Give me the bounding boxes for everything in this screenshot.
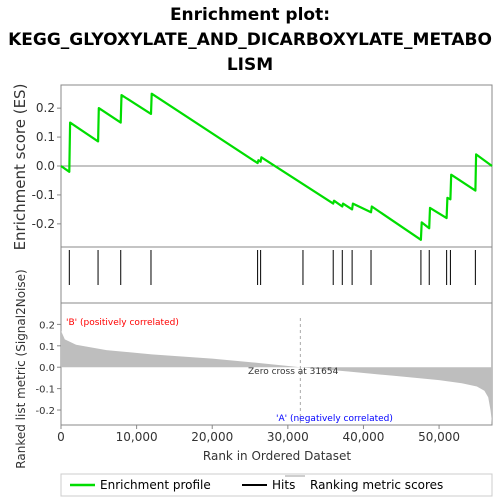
hits-panel-frame (60, 246, 493, 304)
metric-y-tick-label: -0.1 (35, 385, 55, 396)
x-tick-label: 40,000 (342, 430, 384, 444)
legend-frame (60, 473, 493, 497)
metric-y-tick-label: 0.1 (39, 342, 55, 353)
legend-label-hits: Hits (272, 478, 295, 492)
metric-y-ticks: 0.2 0.1 0.0 -0.1 -0.2 (35, 320, 61, 417)
es-y-tick-label: 0.0 (36, 159, 55, 173)
x-tick-label: 30,000 (267, 430, 309, 444)
metric-y-tick-label: 0.0 (39, 363, 55, 374)
x-tick-label: 10,000 (116, 430, 158, 444)
enrichment-profile-line (60, 92, 493, 241)
positive-correlation-label: 'B' (positively correlated) (66, 318, 179, 328)
x-tick-label: 50,000 (418, 430, 460, 444)
legend-label-ranking-metric: Ranking metric scores (310, 478, 443, 492)
es-y-tick-label: -0.2 (32, 217, 55, 231)
x-axis-ticks: 0 10,000 20,000 30,000 40,000 50,000 (57, 425, 460, 444)
es-y-tick-label: 0.1 (36, 130, 55, 144)
plot-title-line-1: Enrichment plot: (170, 5, 330, 25)
metric-y-axis-title: Ranked list metric (Signal2Noise) (14, 269, 28, 468)
zero-cross-label: Zero cross at 31654 (248, 367, 339, 377)
hits-group (68, 250, 476, 285)
es-y-tick-label: 0.2 (36, 101, 55, 115)
x-tick-label: 0 (57, 430, 65, 444)
ranking-metric-area (61, 330, 492, 423)
plot-title-line-3: LISM (227, 55, 273, 75)
negative-correlation-label: 'A' (negatively correlated) (276, 414, 393, 424)
es-y-axis-title: Enrichment score (ES) (11, 84, 29, 251)
x-tick-label: 20,000 (191, 430, 233, 444)
es-y-tick-label: -0.1 (32, 188, 55, 202)
plot-title-line-2: KEGG_GLYOXYLATE_AND_DICARBOXYLATE_METABO (8, 30, 492, 50)
es-y-ticks: 0.2 0.1 0.0 -0.1 -0.2 (32, 101, 61, 231)
legend-label-enrichment-profile: Enrichment profile (100, 478, 211, 492)
x-axis-title: Rank in Ordered Dataset (203, 449, 351, 463)
metric-y-tick-label: 0.2 (39, 320, 55, 331)
metric-y-tick-label: -0.2 (35, 406, 55, 417)
